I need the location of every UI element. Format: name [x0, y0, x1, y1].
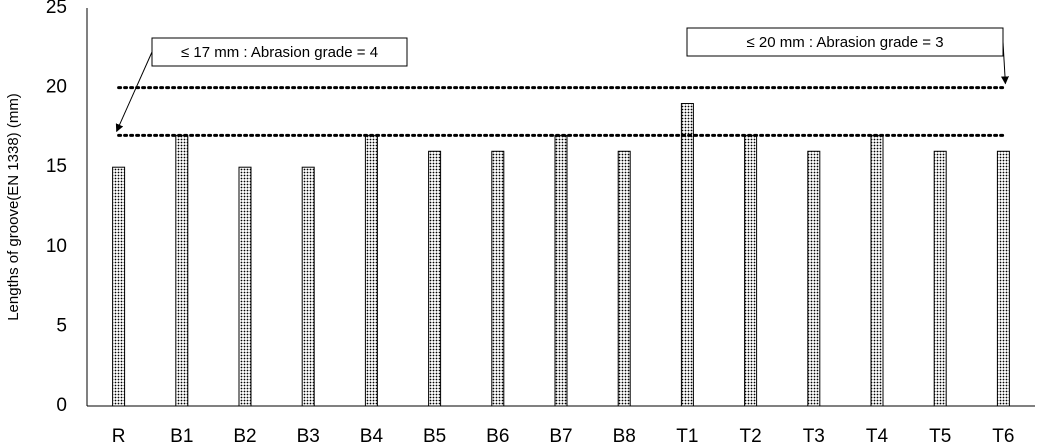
x-tick-label: B1: [170, 426, 193, 445]
bar: [175, 134, 189, 407]
x-tick-label: B5: [423, 426, 446, 445]
bar: [617, 150, 631, 407]
x-tick-label: T3: [803, 426, 825, 445]
x-tick-label: T2: [740, 426, 762, 445]
x-tick-label: B3: [297, 426, 320, 445]
y-axis-label: Lengths of groove(EN 1338) (mm): [5, 93, 22, 321]
bar: [744, 134, 758, 407]
annotation-arrow: [115, 51, 153, 133]
annotation-box: [151, 37, 408, 67]
x-tick-label: T4: [866, 426, 889, 445]
x-tick-label: T1: [676, 426, 698, 445]
annotation: ≤ 20 mm : Abrasion grade = 3: [746, 34, 943, 51]
y-tick-label: 15: [46, 156, 67, 177]
x-tick-label: T5: [929, 426, 951, 445]
bar: [112, 166, 126, 407]
bar: [680, 103, 694, 407]
annotation: ≤ 17 mm : Abrasion grade = 4: [181, 44, 378, 61]
x-tick-label: T6: [992, 426, 1014, 445]
bar: [428, 150, 442, 407]
y-tick-label: 20: [46, 77, 67, 98]
bar: [554, 134, 568, 407]
y-tick-label: 25: [46, 0, 67, 18]
x-tick-label: B2: [233, 426, 256, 445]
bar: [996, 150, 1010, 407]
x-tick-label: B6: [486, 426, 509, 445]
x-tick-label: B4: [360, 426, 384, 445]
bar: [933, 150, 947, 407]
bar: [238, 166, 252, 407]
x-tick-label: B8: [613, 426, 636, 445]
bar: [807, 150, 821, 407]
y-tick-label: 5: [56, 315, 67, 336]
bar: [301, 166, 315, 407]
x-tick-label: B7: [549, 426, 572, 445]
bar: [364, 134, 378, 407]
x-tick-label: R: [112, 426, 126, 445]
bar: [491, 150, 505, 407]
y-tick-label: 10: [46, 236, 67, 257]
y-tick-label: 0: [56, 395, 67, 416]
bar: [870, 134, 884, 407]
annotation-arrow: [1000, 41, 1009, 85]
